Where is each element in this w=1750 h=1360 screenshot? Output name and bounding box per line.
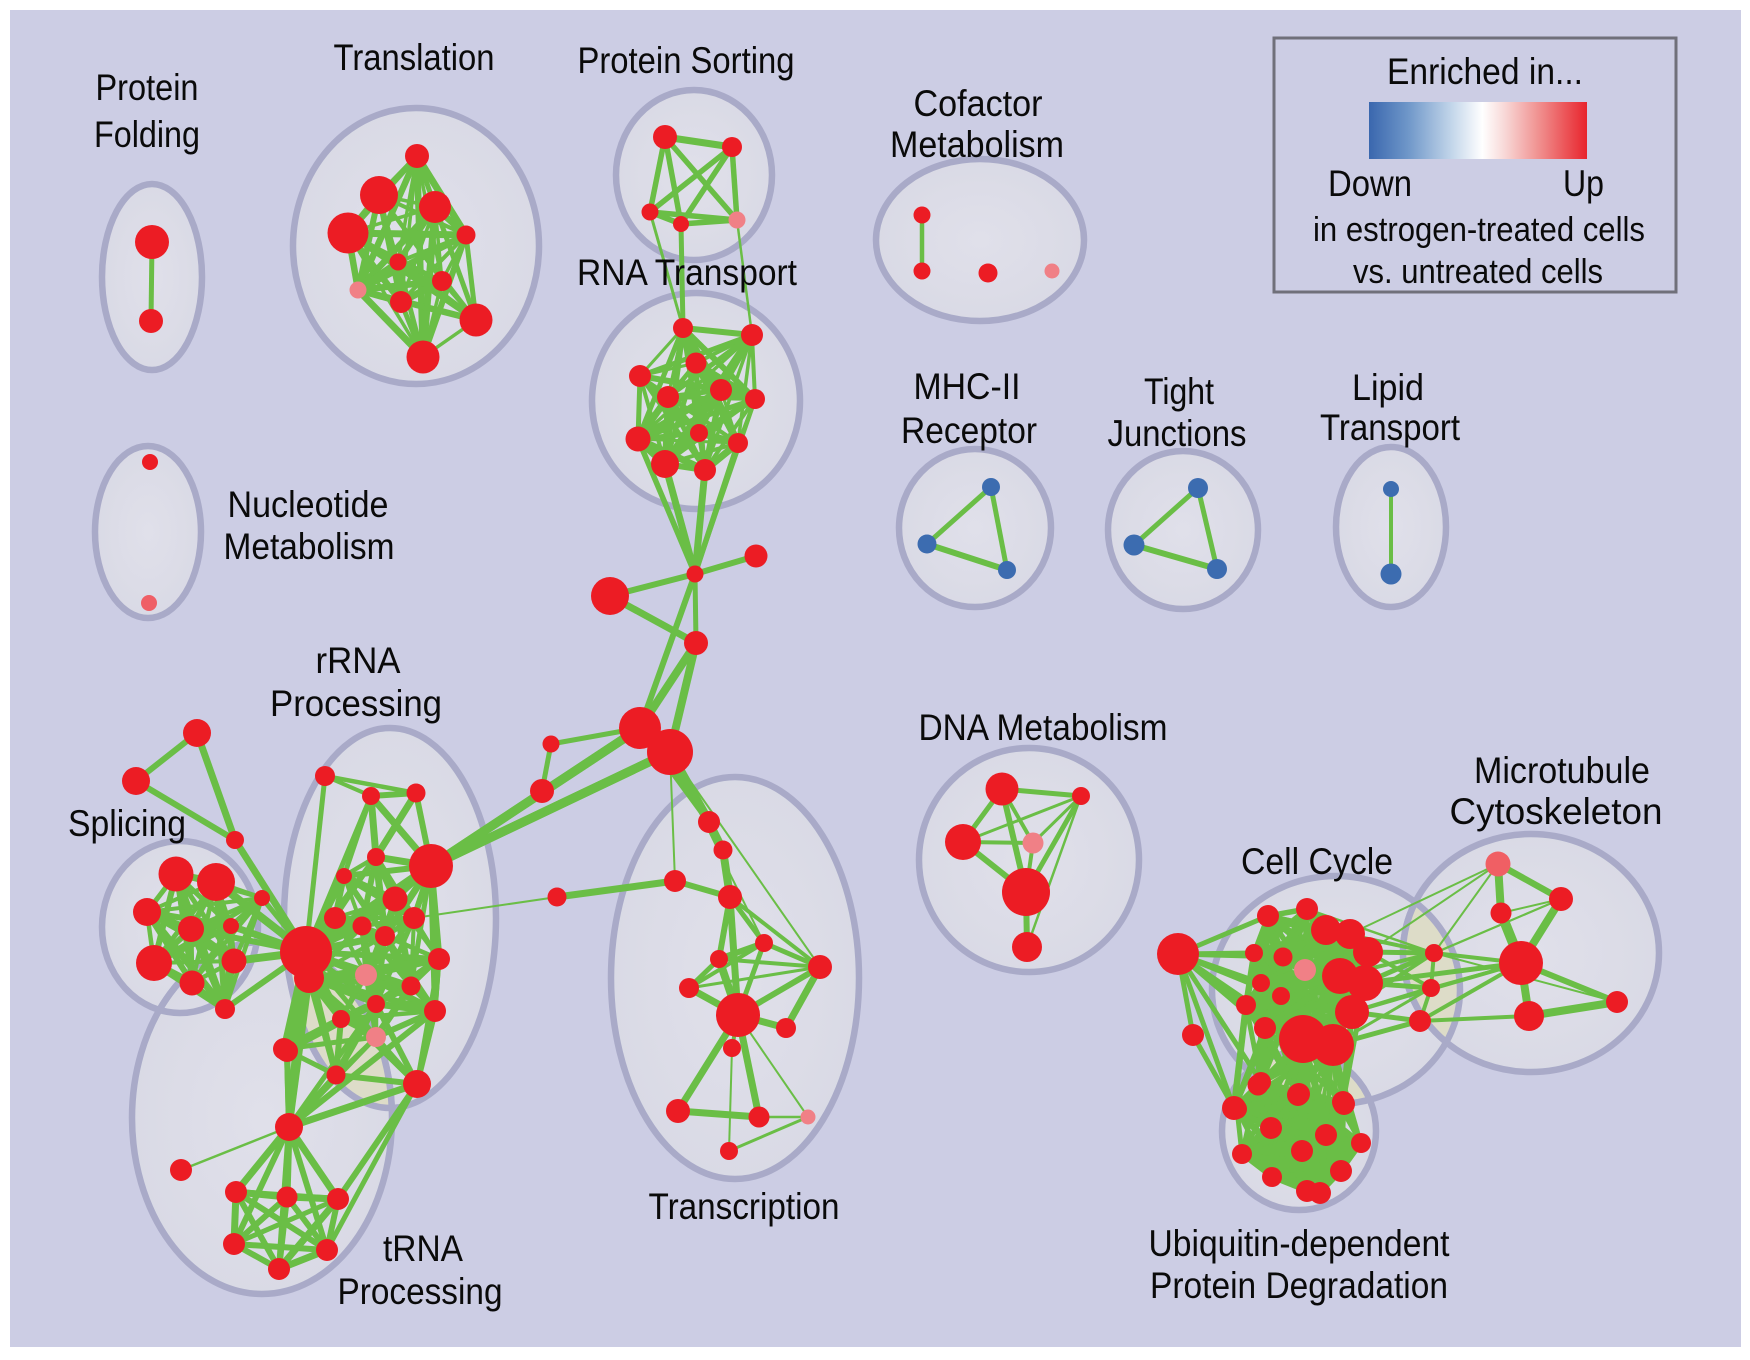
svg-text:Translation: Translation <box>334 37 495 78</box>
svg-text:Junctions: Junctions <box>1108 413 1247 454</box>
svg-text:MHC-II: MHC-II <box>914 366 1021 407</box>
svg-text:Processing: Processing <box>338 1271 503 1312</box>
svg-text:Cofactor: Cofactor <box>914 83 1043 124</box>
svg-text:rRNA: rRNA <box>316 640 401 681</box>
svg-text:Splicing: Splicing <box>68 803 186 844</box>
svg-text:Lipid: Lipid <box>1352 367 1424 408</box>
svg-text:Processing: Processing <box>270 683 442 724</box>
svg-text:Transport: Transport <box>1320 407 1461 448</box>
svg-text:Cytoskeleton: Cytoskeleton <box>1450 791 1663 832</box>
svg-text:Tight: Tight <box>1144 371 1215 412</box>
svg-text:Nucleotide: Nucleotide <box>228 484 389 525</box>
svg-text:Ubiquitin-dependent: Ubiquitin-dependent <box>1149 1223 1451 1264</box>
svg-text:in estrogen-treated cells: in estrogen-treated cells <box>1313 211 1645 249</box>
svg-text:Enriched in...: Enriched in... <box>1387 51 1583 92</box>
svg-text:Down: Down <box>1328 163 1412 204</box>
svg-text:Protein Degradation: Protein Degradation <box>1150 1265 1448 1306</box>
svg-text:RNA Transport: RNA Transport <box>577 252 798 293</box>
svg-text:Microtubule: Microtubule <box>1474 750 1650 791</box>
svg-text:Metabolism: Metabolism <box>224 526 395 567</box>
svg-text:DNA Metabolism: DNA Metabolism <box>919 707 1168 748</box>
svg-text:Protein: Protein <box>96 67 199 108</box>
svg-text:tRNA: tRNA <box>383 1228 463 1269</box>
svg-text:Metabolism: Metabolism <box>890 124 1064 165</box>
svg-text:Cell Cycle: Cell Cycle <box>1241 841 1393 882</box>
svg-text:vs. untreated cells: vs. untreated cells <box>1353 253 1603 291</box>
svg-text:Receptor: Receptor <box>901 410 1037 451</box>
svg-text:Folding: Folding <box>94 114 200 155</box>
svg-text:Transcription: Transcription <box>649 1186 840 1227</box>
svg-text:Up: Up <box>1563 163 1604 204</box>
svg-text:Protein Sorting: Protein Sorting <box>578 40 795 81</box>
